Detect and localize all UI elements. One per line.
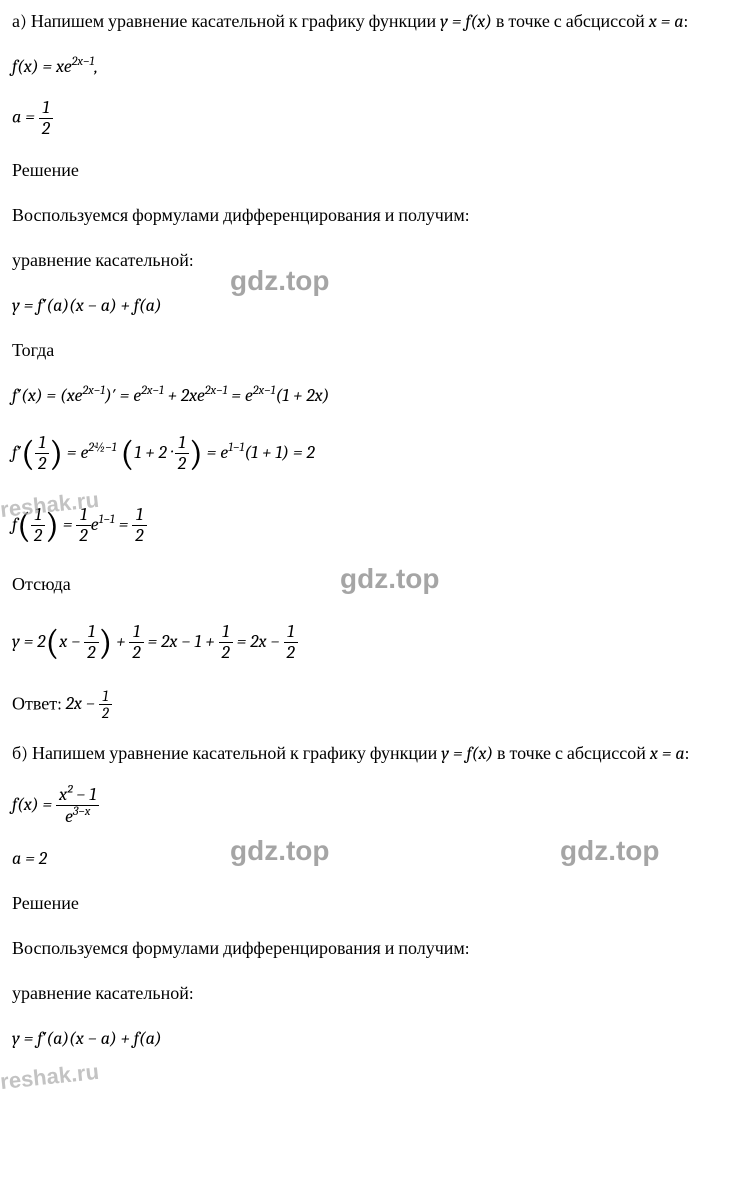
hd9: 2 [284,643,298,663]
a2-value: a = 2 [12,845,734,872]
intro-a-eq: y = f(x) [440,11,492,32]
f-at-half: f(12) = 12e1−1 = 12 [12,499,734,553]
from-here: Отсюда [12,571,734,598]
reshak-watermark: reshak.ru [0,1055,101,1098]
intro-paragraph-b: б) Напишем уравнение касательной к графи… [12,740,734,767]
use-formula: Воспользуемся формулами дифференцировани… [12,202,734,229]
fph-e1: 2·½−1 [88,441,116,455]
tangent-label: уравнение касательной: [12,247,734,274]
tangent-equation-b: y = f′(a)(x − a) + f(a) [12,1025,734,1052]
fh-c: e [91,514,99,535]
fp2: )′ = e [105,385,141,406]
hd6: 2 [84,643,98,663]
hn2: 1 [175,433,189,454]
intro-a-text: а) Напишем уравнение касательной к графи… [12,11,440,32]
fx-lhs: f(x) = xe [12,56,72,77]
tangent-label-b: уравнение касательной: [12,980,734,1007]
fph-b: = e [63,442,88,463]
yl-d: = 2x − 1 + [144,631,219,652]
fb-den: e3−x [56,806,99,827]
hd8: 2 [219,643,233,663]
fx-exp: 2x−1 [72,55,95,69]
fpexp1: 2x−1 [82,384,105,398]
hn3: 1 [31,505,45,526]
fb-num: x² − 1 [56,785,99,806]
hn9: 1 [284,622,298,643]
hd4: 2 [76,526,90,546]
intro-a-tail: в точке с абсциссой [496,11,649,32]
fph-c: 1 + 2 · [134,442,174,463]
fpexp3: 2x−1 [205,384,228,398]
intro-b-eq: y = f(x) [441,743,493,764]
tangent-equation: y = f′(a)(x − a) + f(a) [12,292,734,319]
ans-label: Ответ: [12,693,66,714]
hda: 2 [99,705,112,722]
hn5: 1 [132,505,146,526]
hn1: 1 [35,433,49,454]
solution-header-b: Решение [12,890,734,917]
fph-d: = e [203,442,228,463]
fb-definition: f(x) = x² − 1 e3−x [12,785,734,827]
hn7: 1 [129,622,143,643]
fph-a: f′ [12,442,21,463]
intro-b-text: б) Напишем уравнение касательной к графи… [12,743,441,764]
hn6: 1 [84,622,98,643]
fp5: (1 + 2x) [275,385,329,406]
hna: 1 [99,688,112,706]
then-label: Тогда [12,337,734,364]
a-eq: a = [12,107,39,128]
fph-e2: 1−1 [228,441,244,455]
hd5: 2 [132,526,146,546]
hn8: 1 [219,622,233,643]
fh-exp: 1−1 [99,513,115,527]
fb-lhs: f(x) = [12,794,56,815]
fbde: 3−x [73,805,90,819]
intro-a-x: x = a [649,11,684,32]
yl-e: = 2x − [233,631,284,652]
fph-e: (1 + 1) = 2 [244,442,314,463]
fprime-derivation: f′(x) = (xe2x−1)′ = e2x−1 + 2xe2x−1 = e2… [12,382,734,409]
intro-b-x: x = a [650,743,685,764]
yl-a: y = 2 [12,631,46,652]
hd3: 2 [31,526,45,546]
fp1: f′(x) = (xe [12,385,82,406]
fp4: = e [227,385,252,406]
fp3: + 2xe [164,385,205,406]
y-result: y = 2(x − 12) + 12 = 2x − 1 + 12 = 2x − … [12,616,734,670]
hd2: 2 [175,454,189,474]
fprime-at-half: f′(12) = e2·½−1 (1 + 2 · 12) = e1−1(1 + … [12,427,734,481]
fbda: e [65,806,73,827]
fh-b: = [59,514,76,535]
ans-a: 2x − [66,693,99,714]
fh-d: = [115,514,132,535]
fpexp2: 2x−1 [141,384,164,398]
answer-line: Ответ: 2x − 12 [12,688,734,723]
a-value: a = 1 2 [12,98,734,139]
hd7: 2 [129,643,143,663]
hd1: 2 [35,454,49,474]
a-frac: 1 2 [39,98,53,139]
a-den: 2 [39,119,53,139]
intro-paragraph-a: а) Напишем уравнение касательной к графи… [12,8,734,35]
fx-definition: f(x) = xe2x−1, [12,53,734,80]
hn4: 1 [76,505,90,526]
fpexp4: 2x−1 [253,384,276,398]
use-formula-b: Воспользуемся формулами дифференцировани… [12,935,734,962]
yl-c: + [112,631,129,652]
a-num: 1 [39,98,53,119]
yl-b: x − [59,631,84,652]
solution-header: Решение [12,157,734,184]
fb-frac: x² − 1 e3−x [56,785,99,827]
ans-val: 2x − 12 [66,693,112,714]
intro-b-tail: в точке с абсциссой [497,743,650,764]
